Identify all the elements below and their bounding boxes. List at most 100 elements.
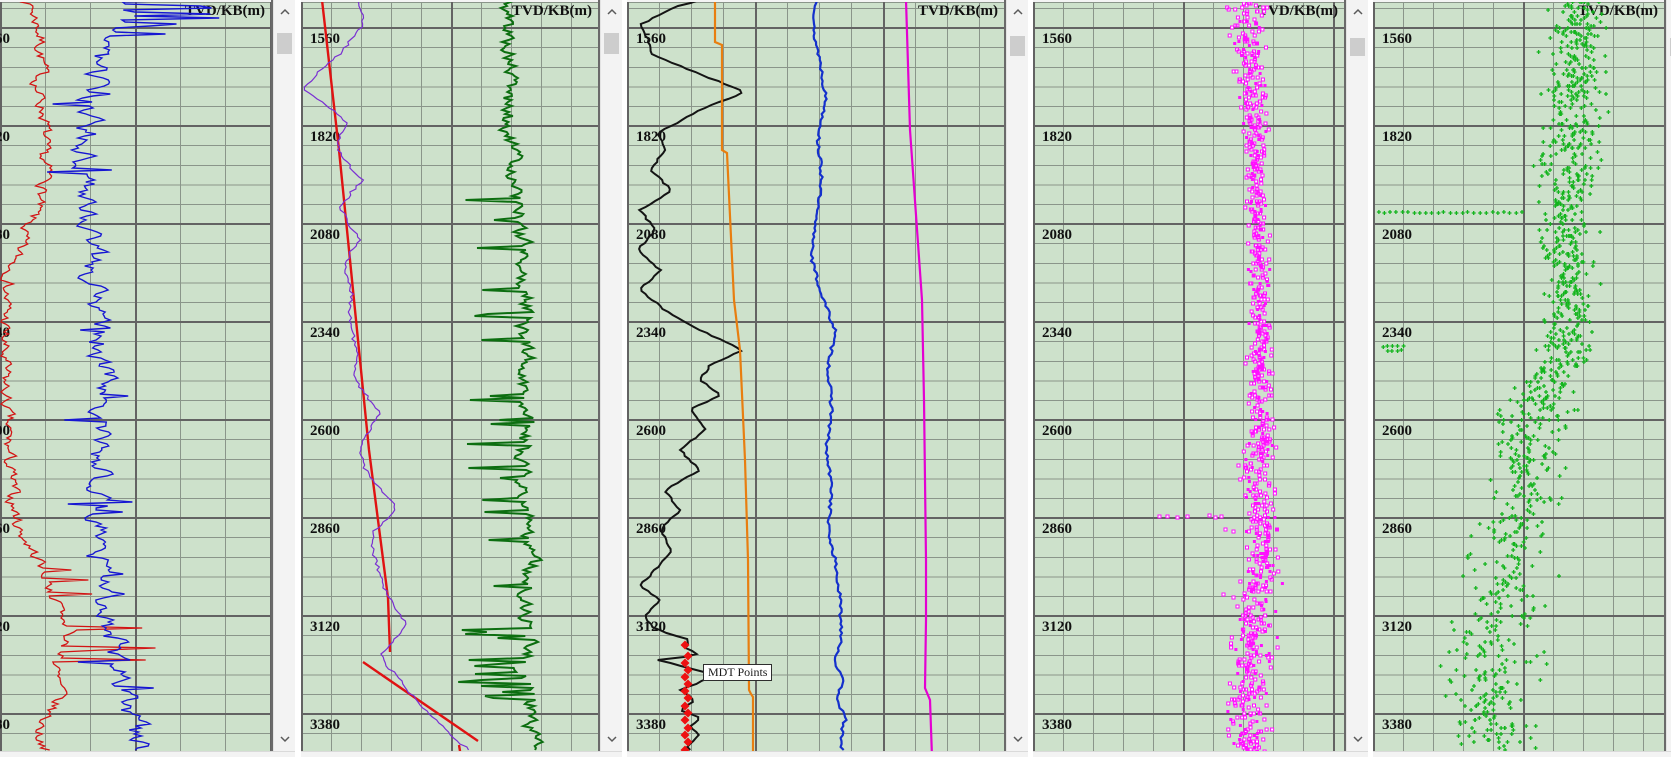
scrollbar-down-button[interactable] [601,731,622,747]
track-plot-area[interactable]: 1560 1820 2080 2340 2600 2860 3120 3380 TVD/KB(m… [627,0,1006,751]
depth-unit-header: TVD/KB(m) [1578,3,1658,19]
depth-tick-label: 3120 [636,619,666,635]
chevron-up-icon [1012,8,1023,15]
horizontal-scrollbar-strip[interactable] [301,751,622,757]
trend-line-curve [320,0,479,751]
blue-log-curve [47,0,220,751]
scrollbar-thumb[interactable] [1350,38,1365,56]
depth-tick-label: 2340 [636,325,666,341]
green-scatter-curve [1376,0,1611,751]
depth-tick-label: 1560 [1042,31,1072,47]
depth-tick-label: 1820 [1382,129,1412,145]
track-plot-area[interactable]: 1560 1820 2080 2340 2600 2860 3120 3380 TVD/KB(m… [1373,0,1666,751]
chevron-up-icon [279,8,290,15]
red-log-curve [0,0,156,751]
depth-tick-label: 2600 [636,423,666,439]
scrollbar-up-button[interactable] [1667,4,1671,20]
horizontal-scrollbar-strip[interactable] [1033,751,1368,757]
chevron-down-icon [1352,736,1363,743]
scrollbar-thumb[interactable] [604,33,619,54]
horizontal-scrollbar-strip[interactable] [1373,751,1671,757]
scrollbar-thumb[interactable] [277,33,292,54]
depth-tick-label: 2860 [1382,521,1412,537]
log-track-panel-4: 1560 1820 2080 2340 2600 2860 3120 3380 TVD/KB(m… [1033,0,1368,757]
chevron-down-icon [279,736,290,743]
depth-tick-label: 2080 [1042,227,1072,243]
curve-canvas [1376,0,1611,751]
chevron-down-icon [606,736,617,743]
depth-tick-label: 1560 [0,31,10,47]
window-top-border [1373,0,1664,2]
depth-unit-header: TVD/KB(m) [1258,3,1338,19]
depth-tick-label: 1560 [310,31,340,47]
mdt-points-markers-curve [680,640,693,751]
chevron-down-icon [1012,736,1023,743]
depth-tick-label: 3380 [0,717,10,733]
depth-tick-label: 2080 [636,227,666,243]
horizontal-scrollbar-strip[interactable] [0,751,295,757]
depth-unit-header: TVD/KB(m) [185,3,265,19]
depth-tick-label: 3120 [1042,619,1072,635]
scrollbar-up-button[interactable] [601,4,622,20]
depth-tick-label: 3120 [0,619,10,635]
curve-canvas [637,0,933,751]
vertical-scrollbar[interactable] [1346,0,1368,751]
depth-tick-label: 2080 [0,227,10,243]
depth-tick-label: 2860 [636,521,666,537]
depth-tick-label: 3380 [1042,717,1072,733]
blue-smooth-log-curve [809,0,848,751]
curve-canvas [1157,1,1284,751]
scrollbar-down-button[interactable] [1347,731,1368,747]
green-log-curve [458,0,545,751]
scrollbar-down-button[interactable] [1667,731,1671,747]
depth-tick-label: 2600 [1042,423,1072,439]
depth-tick-label: 3380 [636,717,666,733]
horizontal-scrollbar-strip[interactable] [627,751,1028,757]
vertical-scrollbar[interactable] [1666,0,1671,751]
depth-tick-label: 2340 [0,325,10,341]
mdt-points-label[interactable]: MDT Points [703,664,773,681]
depth-tick-label: 2860 [0,521,10,537]
chevron-up-icon [1352,8,1363,15]
depth-tick-label: 2860 [1042,521,1072,537]
depth-unit-header: TVD/KB(m) [918,3,998,19]
scrollbar-up-button[interactable] [1007,4,1028,20]
depth-tick-label: 3380 [310,717,340,733]
window-top-border [1033,0,1344,2]
vertical-scrollbar[interactable] [1006,0,1028,751]
depth-tick-label: 2080 [1382,227,1412,243]
scrollbar-up-button[interactable] [274,4,295,20]
track-plot-area[interactable]: 1560 1820 2080 2340 2600 2860 3120 3380 TVD/KB(m… [1033,0,1346,751]
track-plot-area[interactable]: 1560 1820 2080 2340 2600 2860 3120 3380 TVD/KB(m… [0,0,273,751]
chevron-up-icon [606,8,617,15]
depth-tick-label: 2080 [310,227,340,243]
depth-tick-label: 1560 [636,31,666,47]
vertical-scrollbar[interactable] [600,0,622,751]
window-top-border [0,0,271,2]
scrollbar-up-button[interactable] [1347,4,1368,20]
log-track-panel-2: 1560 1820 2080 2340 2600 2860 3120 3380 TVD/KB(m… [301,0,622,757]
scrollbar-thumb[interactable] [1010,36,1025,56]
scrollbar-down-button[interactable] [274,731,295,747]
depth-tick-label: 2600 [1382,423,1412,439]
track-plot-area[interactable]: 1560 1820 2080 2340 2600 2860 3120 3380 TVD/KB(m… [301,0,600,751]
black-log-curve [637,0,744,751]
curve-canvas [0,0,220,751]
depth-tick-label: 1820 [0,129,10,145]
depth-tick-label: 2340 [1042,325,1072,341]
depth-tick-label: 2600 [0,423,10,439]
magenta-gradient-line-curve [904,0,933,751]
depth-tick-label: 3120 [310,619,340,635]
depth-tick-label: 1820 [310,129,340,145]
depth-unit-header: TVD/KB(m) [512,3,592,19]
scrollbar-down-button[interactable] [1007,731,1028,747]
depth-tick-label: 2600 [310,423,340,439]
window-top-border [301,0,598,2]
log-track-panel-1: 1560 1820 2080 2340 2600 2860 3120 3380 TVD/KB(m… [0,0,295,757]
curve-canvas [303,0,545,751]
depth-tick-label: 1820 [636,129,666,145]
depth-tick-label: 1560 [1382,31,1412,47]
vertical-scrollbar[interactable] [273,0,295,751]
violet-log-curve [303,0,470,751]
